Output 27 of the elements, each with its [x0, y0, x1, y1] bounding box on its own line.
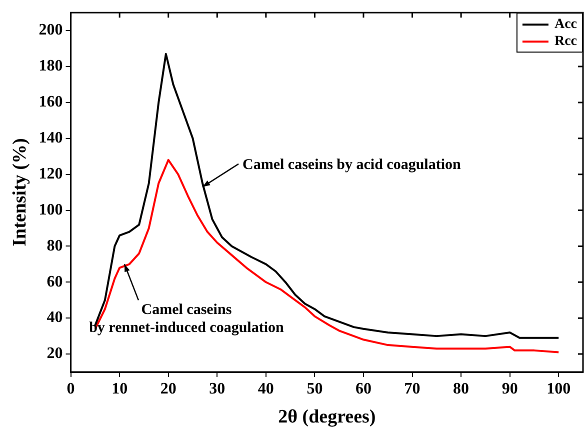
y-tick-label: 160	[38, 94, 63, 111]
x-tick-label: 10	[112, 380, 128, 398]
y-tick-label: 20	[46, 345, 63, 362]
y-axis-title: Intensity (%)	[9, 138, 30, 246]
y-tick-label: 80	[46, 237, 63, 254]
legend-label: Rcc	[554, 34, 578, 50]
y-tick-label: 40	[46, 309, 63, 326]
x-tick-label: 80	[453, 380, 470, 398]
x-tick-label: 70	[404, 380, 420, 398]
x-tick-label: 50	[306, 380, 323, 398]
y-tick-label: 60	[46, 273, 63, 290]
y-tick-label: 100	[38, 201, 63, 218]
annotation: Camel caseins by rennet-induced coagulation	[89, 302, 284, 336]
y-tick-label: 120	[38, 165, 63, 182]
legend-label: Acc	[554, 17, 578, 32]
x-tick-label: 0	[66, 380, 75, 398]
x-tick-label: 60	[355, 380, 372, 398]
y-tick-label: 180	[38, 58, 63, 75]
x-tick-label: 90	[502, 380, 518, 398]
y-tick-label: 200	[38, 22, 63, 39]
x-tick-label: 40	[258, 380, 274, 398]
x-tick-label: 30	[209, 380, 226, 398]
annotation: Camel caseins by acid coagulation	[242, 156, 462, 173]
y-tick-label: 140	[38, 130, 63, 147]
x-tick-label: 100	[546, 380, 571, 398]
x-axis-title: 2θ (degrees)	[278, 406, 376, 428]
x-tick-label: 20	[160, 380, 176, 398]
